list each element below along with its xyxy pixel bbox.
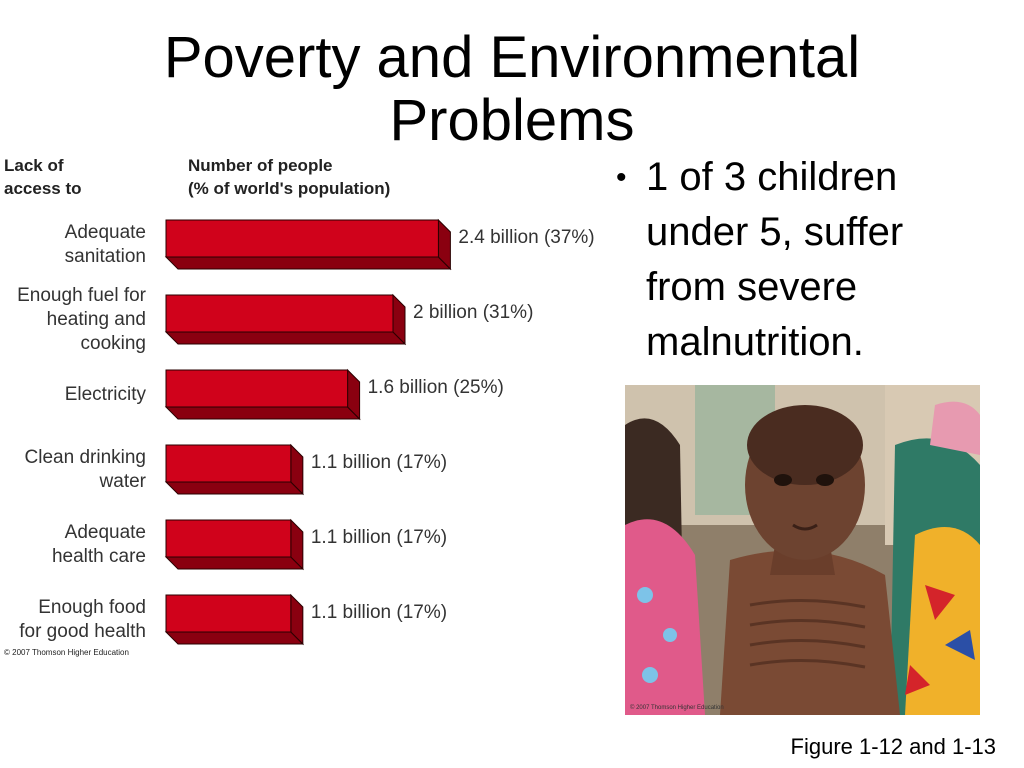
value-label: 2 billion (31%) <box>413 302 534 323</box>
category-label: Enough fuel for heating and cooking <box>17 284 146 354</box>
category-header: Lack of access to <box>4 156 82 198</box>
bullet-item: 1 of 3 children under 5, suffer from sev… <box>610 150 990 370</box>
category-label: Electricity <box>64 383 146 405</box>
bar <box>164 368 361 421</box>
value-label: 1.1 billion (17%) <box>310 527 448 548</box>
figure-caption: Figure 1-12 and 1-13 <box>790 734 996 759</box>
chart-bars <box>164 218 452 646</box>
bar <box>164 443 305 496</box>
bar <box>164 593 305 646</box>
value-label: 1.1 billion (17%) <box>310 602 448 623</box>
value-label: 1.6 billion (25%) <box>367 377 504 398</box>
category-label: Adequate sanitation <box>64 221 146 267</box>
value-label: 1.1 billion (17%) <box>310 452 448 473</box>
bullet-list: 1 of 3 children under 5, suffer from sev… <box>610 150 990 370</box>
bar-chart: Lack of access to Number of people (% of… <box>0 150 620 670</box>
bar <box>164 218 452 271</box>
malnourished-child-photo: © 2007 Thomson Higher Education <box>625 385 980 715</box>
chart-copyright: © 2007 Thomson Higher Education <box>4 648 129 657</box>
category-label: Clean drinking water <box>24 446 146 492</box>
bar <box>164 293 407 346</box>
slide-title: Poverty and Environmental Problems <box>163 25 861 153</box>
value-label: 2.4 billion (37%) <box>458 227 595 248</box>
category-label: Enough food for good health <box>19 596 146 642</box>
category-label: Adequate health care <box>51 521 146 567</box>
bar <box>164 518 305 571</box>
value-header: Number of people (% of world's populatio… <box>188 156 391 198</box>
photo-credit: © 2007 Thomson Higher Education <box>630 705 724 711</box>
